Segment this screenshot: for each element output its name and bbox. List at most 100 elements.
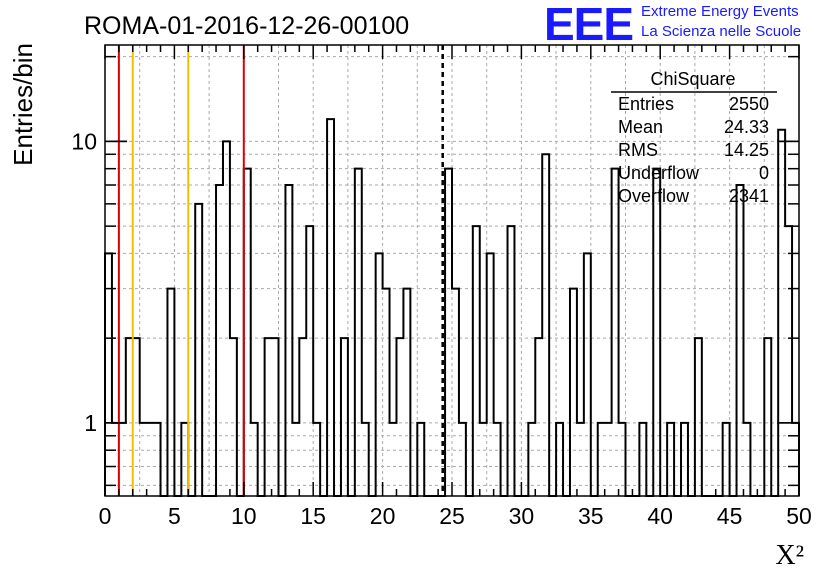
marker-lines [117,45,444,496]
stats-title: ChiSquare [650,69,735,89]
histogram-bin [272,338,279,496]
eee-logo: EEE Extreme Energy Events La Scienza nel… [544,0,801,50]
histogram-bin [785,226,792,496]
x-tick-label: 40 [647,503,673,529]
histogram-bin [133,338,140,496]
histogram-bin [251,423,258,496]
histogram-bin [487,253,494,496]
histogram-bin [154,423,161,496]
stats-value: 2341 [729,186,769,206]
histogram-bin [119,423,126,496]
histogram-bin [216,185,223,496]
histogram-bin [147,423,154,496]
x-tick-label: 50 [786,503,812,529]
x-tick-label: 5 [168,503,181,529]
x-tick-label: 15 [300,503,326,529]
y-tick-label: 10 [71,128,97,154]
histogram-bin [376,253,383,496]
stats-value: 2550 [729,94,769,114]
histogram-bin [528,423,535,496]
stats-value: 14.25 [724,140,769,160]
x-tick-label: 35 [578,503,604,529]
histogram-bin [299,338,306,496]
histogram-bin [355,169,362,496]
histogram-bin [542,154,549,496]
histogram-bin [327,119,334,496]
y-axis-label: Entries/bin [8,43,38,166]
histogram-bin [508,226,515,496]
histogram-bin [403,289,410,496]
histogram-bin [140,423,147,496]
histogram-bin [265,338,272,496]
stats-label: Overflow [618,186,690,206]
histogram-bin [181,423,188,496]
histogram-bin [667,423,674,496]
stats-label: Underflow [618,163,700,183]
histogram-bin [695,338,702,496]
histogram-bin [126,338,133,496]
histogram-bin [473,226,480,496]
histogram-bin [778,130,785,496]
run-title: ROMA-01-2016-12-26-00100 [84,12,409,40]
histogram-bin [390,423,397,496]
histogram-bin [764,338,771,496]
stats-rows: Entries 2550 Mean 24.33 RMS 14.25 Underflow 0 Ov… [618,94,769,206]
eee-logo-text: Extreme Energy Events La Scienza nelle S… [641,2,801,42]
histogram-bin [445,169,452,496]
histogram-bin [341,338,348,496]
histogram-bin [612,169,619,496]
x-tick-label: 25 [439,503,465,529]
x-axis-label: X² [775,540,804,571]
x-tick-label: 0 [99,503,112,529]
histogram-bin [244,169,251,496]
histogram-bin [605,423,612,496]
histogram-bin [459,423,466,496]
histogram-bin [577,423,584,496]
histogram-bin [653,169,660,496]
histogram-bin [396,338,403,496]
histogram-series [104,118,800,497]
x-tick-label: 45 [717,503,743,529]
eee-logo-line2: La Scienza nelle Scuole [641,23,802,40]
histogram-bin [619,423,626,496]
stats-value: 24.33 [724,117,769,137]
histogram-bin [167,289,174,496]
histogram-bin [223,141,230,496]
histogram-bin [494,423,501,496]
histogram-bin [570,289,577,496]
histogram-bin [195,204,202,496]
histogram-bin [452,289,459,496]
axis-ticks [104,45,800,496]
histogram-bin [292,423,299,496]
tick-labels: 0 5 10 15 20 25 30 35 40 45 50 1 10 [71,128,811,529]
histogram-outline [104,118,800,497]
x-tick-label: 20 [370,503,396,529]
x-tick-label: 30 [509,503,535,529]
y-tick-label: 1 [84,410,97,436]
histogram-bin [584,253,591,496]
stats-label: Entries [618,94,674,114]
histogram-bin [743,423,750,496]
histogram-bin [556,423,563,496]
histogram-bin [681,423,688,496]
histogram-bin [285,185,292,496]
histogram-bin [313,423,320,496]
histogram-bin [383,289,390,496]
stats-label: Mean [618,117,663,137]
histogram-bin [723,423,730,496]
eee-logo-mark: EEE [544,0,634,50]
x-tick-label: 10 [231,503,257,529]
eee-logo-line1: Extreme Energy Events [641,3,799,20]
histogram-bin [230,338,237,496]
histogram-bin [480,423,487,496]
stats-value: 0 [759,163,769,183]
stats-label: RMS [618,140,658,160]
histogram-bin [417,423,424,496]
histogram-bin [598,423,605,496]
histogram-bin [362,423,369,496]
histogram-bin [306,226,313,496]
histogram-bin [105,253,112,496]
stats-box: ChiSquare Entries 2550 Mean 24.33 RMS 14.25 Un… [611,69,777,206]
histogram-bin [737,185,744,496]
